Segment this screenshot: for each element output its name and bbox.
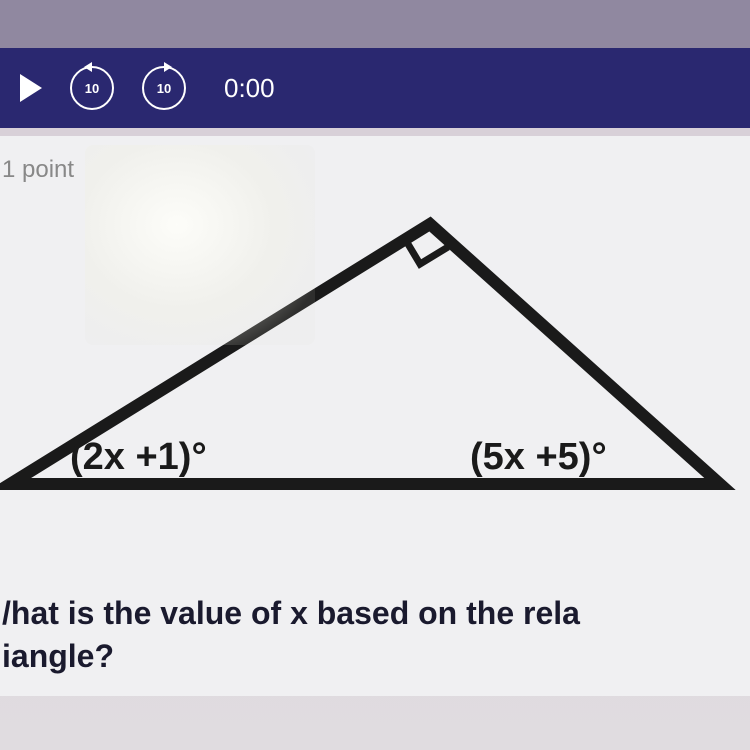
skip-back-label: 10 xyxy=(85,81,99,96)
question-text: /hat is the value of x based on the rela… xyxy=(0,592,742,678)
video-control-bar: 10 10 0:00 xyxy=(0,48,750,128)
video-time: 0:00 xyxy=(224,73,275,104)
angle-right-label: (5x +5)° xyxy=(470,436,607,478)
triangle-figure: (2x +1)° (5x +5)° xyxy=(0,194,742,574)
question-line-2: iangle? xyxy=(2,635,742,678)
triangle-svg: (2x +1)° (5x +5)° xyxy=(0,194,740,514)
skip-forward-button[interactable]: 10 xyxy=(142,66,186,110)
window-top-bar xyxy=(0,0,750,48)
right-angle-marker-icon xyxy=(405,239,448,264)
question-content: 1 point (2x +1)° (5x +5)° /hat is the va… xyxy=(0,136,750,696)
play-icon[interactable] xyxy=(20,74,42,102)
angle-left-label: (2x +1)° xyxy=(70,436,207,478)
skip-back-button[interactable]: 10 xyxy=(70,66,114,110)
question-line-1: /hat is the value of x based on the rela xyxy=(2,592,742,635)
skip-forward-label: 10 xyxy=(157,81,171,96)
points-label: 1 point xyxy=(2,156,742,184)
